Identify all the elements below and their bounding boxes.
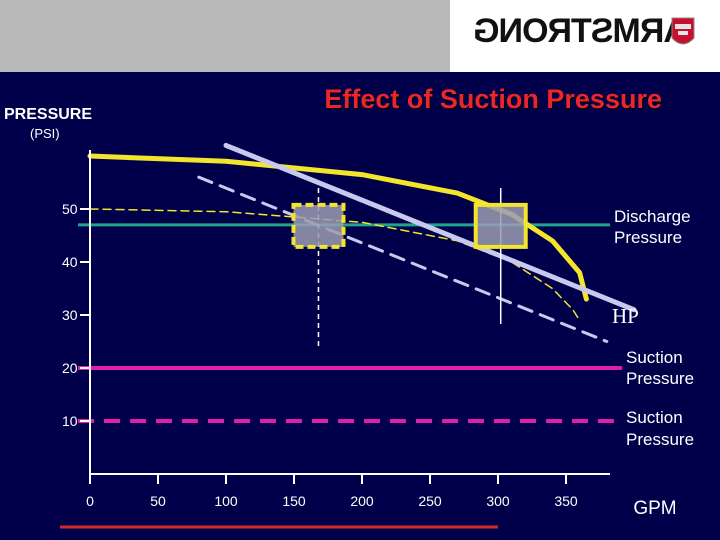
x-tick-label: 300 xyxy=(486,493,510,509)
x-tick-label: 50 xyxy=(150,493,166,509)
suction-pressure-label: Suction xyxy=(626,408,683,427)
suction-pressure-label: Suction xyxy=(626,348,683,367)
suction-pressure-label: Pressure xyxy=(626,430,694,449)
logo: ARMSTRONG xyxy=(450,0,720,72)
hp-label: HP xyxy=(612,304,639,328)
x-tick-label: 250 xyxy=(418,493,442,509)
x-tick-label: 100 xyxy=(214,493,238,509)
operating-point-marker xyxy=(473,202,528,249)
discharge-pressure-label: Discharge xyxy=(614,207,691,226)
y-axis-unit: (PSI) xyxy=(30,126,60,141)
y-tick-label: 30 xyxy=(62,307,78,323)
operating-point-marker-reduced xyxy=(291,202,346,249)
y-axis-label: PRESSURE xyxy=(4,106,93,123)
logo-badge-icon xyxy=(671,17,695,45)
x-tick-label: 0 xyxy=(86,493,94,509)
x-axis-label: GPM xyxy=(633,498,676,519)
header-band xyxy=(0,0,450,72)
y-tick-label: 50 xyxy=(62,201,78,217)
hp-reduced-line xyxy=(197,175,609,343)
chart-title: Effect of Suction Pressure xyxy=(324,84,662,114)
y-tick-label: 20 xyxy=(62,360,78,376)
suction-pressure-label: Pressure xyxy=(626,369,694,388)
x-tick-label: 150 xyxy=(282,493,306,509)
x-tick-label: 200 xyxy=(350,493,374,509)
x-tick-label: 350 xyxy=(554,493,578,509)
y-tick-label: 10 xyxy=(62,413,78,429)
y-tick-label: 40 xyxy=(62,254,78,270)
hp-line xyxy=(223,142,637,313)
discharge-pressure-label: Pressure xyxy=(614,228,682,247)
